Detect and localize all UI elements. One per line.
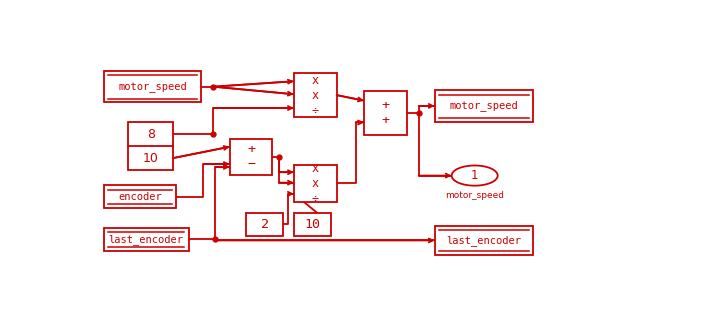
Text: last_encoder: last_encoder [109,234,184,245]
FancyBboxPatch shape [364,91,407,135]
FancyBboxPatch shape [104,71,201,102]
Text: 10: 10 [305,218,320,231]
Text: motor_speed: motor_speed [450,100,518,111]
FancyBboxPatch shape [435,90,533,122]
Circle shape [452,165,498,186]
FancyBboxPatch shape [129,122,173,170]
FancyBboxPatch shape [104,228,189,251]
FancyBboxPatch shape [230,139,272,175]
FancyBboxPatch shape [246,213,284,236]
Text: 8: 8 [147,128,155,140]
Text: +
−: + − [247,143,255,171]
Text: 2: 2 [261,218,269,231]
FancyBboxPatch shape [435,226,533,255]
Text: x
x
÷: x x ÷ [312,74,319,117]
Text: +
+: + + [381,99,390,127]
Text: motor_speed: motor_speed [118,81,187,92]
FancyBboxPatch shape [104,185,176,208]
Text: 10: 10 [143,152,159,164]
Text: encoder: encoder [118,192,162,202]
Text: x
x
÷: x x ÷ [312,162,319,205]
Text: 1: 1 [471,169,479,182]
Text: last_encoder: last_encoder [447,235,522,246]
FancyBboxPatch shape [294,213,331,236]
FancyBboxPatch shape [294,165,337,202]
FancyBboxPatch shape [294,73,337,117]
Text: motor_speed: motor_speed [445,191,504,200]
